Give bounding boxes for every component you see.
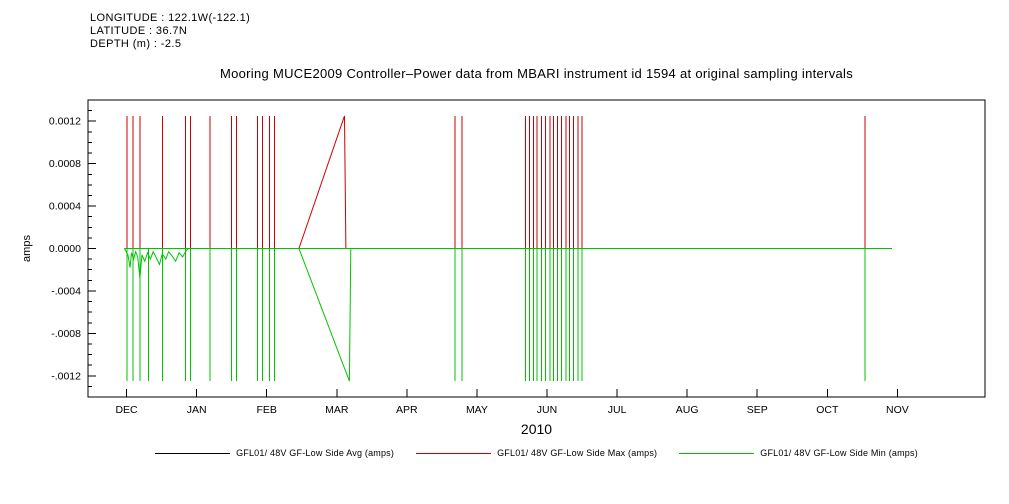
- svg-text:0.0012: 0.0012: [49, 116, 81, 128]
- svg-text:NOV: NOV: [886, 404, 909, 416]
- latitude-text: LATITUDE : 36.7N: [90, 25, 188, 37]
- legend-item-min: GFL01/ 48V GF-Low Side Min (amps): [679, 448, 918, 458]
- svg-text:-.0004: -.0004: [51, 285, 81, 297]
- svg-text:JUL: JUL: [608, 404, 627, 416]
- svg-text:2010: 2010: [521, 421, 552, 437]
- svg-text:MAR: MAR: [325, 404, 349, 416]
- svg-text:-.0012: -.0012: [51, 370, 81, 382]
- longitude-text: LONGITUDE : 122.1W(-122.1): [90, 12, 251, 24]
- svg-text:SEP: SEP: [747, 404, 768, 416]
- svg-text:AUG: AUG: [676, 404, 699, 416]
- svg-text:0.0004: 0.0004: [49, 201, 81, 213]
- svg-text:FEB: FEB: [256, 404, 276, 416]
- legend-label-min: GFL01/ 48V GF-Low Side Min (amps): [760, 448, 918, 458]
- svg-text:JUN: JUN: [537, 404, 557, 416]
- svg-text:0.0000: 0.0000: [49, 243, 81, 255]
- legend-label-max: GFL01/ 48V GF-Low Side Max (amps): [497, 448, 658, 458]
- svg-text:amps: amps: [21, 235, 33, 262]
- legend-line-avg-icon: [155, 452, 231, 454]
- legend-item-avg: GFL01/ 48V GF-Low Side Avg (amps): [155, 448, 394, 458]
- legend-line-max-icon: [416, 452, 492, 454]
- depth-text: DEPTH (m) : -2.5: [90, 38, 182, 50]
- legend-item-max: GFL01/ 48V GF-Low Side Max (amps): [416, 448, 657, 458]
- legend-label-avg: GFL01/ 48V GF-Low Side Avg (amps): [236, 448, 395, 458]
- legend-line-min-icon: [679, 452, 755, 454]
- svg-text:OCT: OCT: [816, 404, 839, 416]
- svg-text:JAN: JAN: [187, 404, 207, 416]
- svg-text:-.0008: -.0008: [51, 328, 81, 340]
- location-info: LONGITUDE : 122.1W(-122.1) LATITUDE : 36…: [90, 12, 250, 51]
- chart-title: Mooring MUCE2009 Controller–Power data f…: [219, 66, 854, 81]
- svg-text:0.0008: 0.0008: [49, 158, 81, 170]
- svg-text:DEC: DEC: [115, 404, 138, 416]
- chart-legend: GFL01/ 48V GF-Low Side Avg (amps) GFL01/…: [88, 448, 985, 458]
- svg-text:MAY: MAY: [466, 404, 488, 416]
- svg-text:APR: APR: [396, 404, 418, 416]
